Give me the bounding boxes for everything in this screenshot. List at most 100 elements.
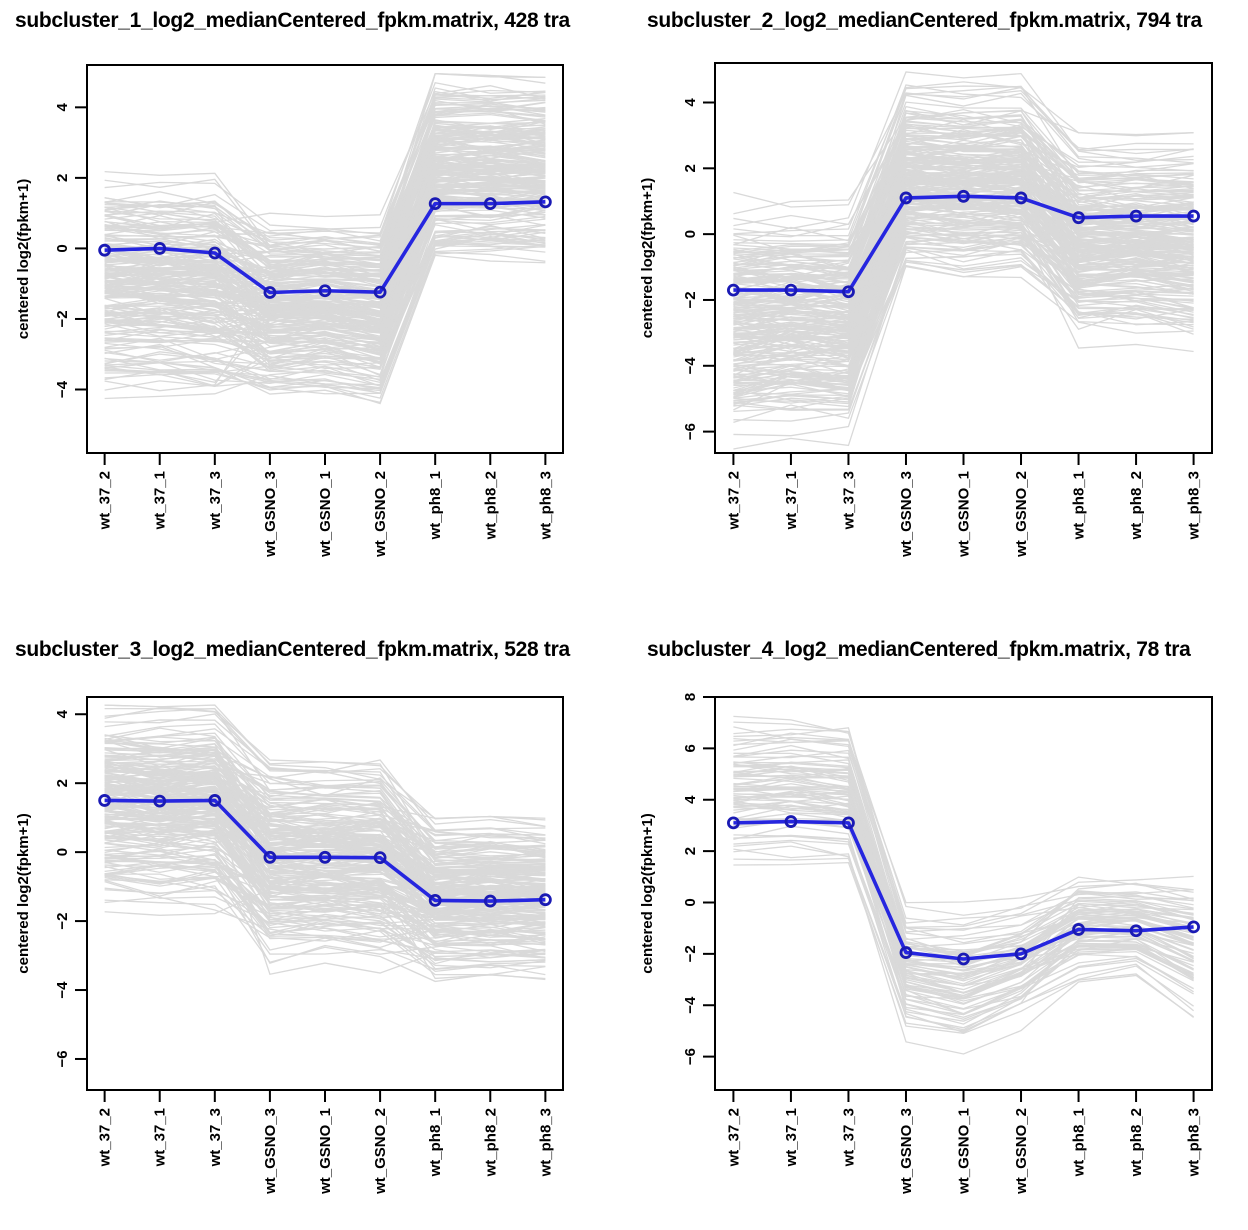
subcluster-4-panel: subcluster_4_log2_medianCentered_fpkm.ma… xyxy=(624,615,1248,1230)
y-tick-label: −6 xyxy=(682,1048,699,1065)
y-tick-label: 4 xyxy=(682,98,699,107)
x-tick-label: wt_ph8_3 xyxy=(537,1108,554,1177)
x-tick-label: wt_37_3 xyxy=(840,471,857,530)
y-tick-label: −4 xyxy=(682,357,699,375)
y-tick-label: 0 xyxy=(54,244,71,252)
median-point-marker xyxy=(373,851,387,865)
median-point-marker xyxy=(1072,211,1085,225)
median-point-marker xyxy=(1129,924,1143,938)
median-point-marker xyxy=(538,195,552,209)
median-point-marker xyxy=(727,283,740,297)
y-tick-label: 6 xyxy=(682,744,699,752)
x-tick-label: wt_GSNO_2 xyxy=(1013,471,1030,558)
median-point-marker xyxy=(153,242,167,255)
x-tick-label: wt_GSNO_3 xyxy=(898,1108,915,1195)
axes: −6 −4 −2 0 2 4 wt_37_2 wt_37_1 wt_37_3 wt_GSNO_3 w… xyxy=(15,696,564,1195)
median-point-marker xyxy=(263,286,277,299)
subcluster-1-plot: −4 −2 0 2 4 wt_37_2 wt_37_1 wt_37_3 wt_GSNO_3 wt_… xyxy=(15,64,564,558)
y-tick-label: 0 xyxy=(54,848,71,856)
y-axis-label: centered log2(fpkm+1) xyxy=(639,178,656,338)
x-tick-label: wt_GSNO_2 xyxy=(1013,1108,1030,1195)
x-tick-label: wt_ph8_2 xyxy=(1128,1108,1145,1177)
x-tick-label: wt_GSNO_1 xyxy=(956,471,973,558)
y-tick-label: 2 xyxy=(54,779,71,787)
median-point-marker xyxy=(1072,923,1085,936)
y-tick-label: −6 xyxy=(682,423,699,440)
median-point-marker xyxy=(428,197,442,211)
x-tick-label: wt_37_3 xyxy=(207,1108,224,1167)
median-line xyxy=(98,794,552,908)
x-tick-label: wt_ph8_2 xyxy=(482,1108,499,1177)
x-tick-label: wt_ph8_3 xyxy=(1186,471,1203,540)
median-point-marker xyxy=(784,283,798,297)
x-tick-label: wt_ph8_3 xyxy=(537,471,554,540)
x-tick-label: wt_37_1 xyxy=(783,471,800,530)
median-point-marker xyxy=(1187,920,1200,934)
median-point-marker xyxy=(1014,947,1028,961)
median-point-marker xyxy=(899,946,913,959)
median-point-marker xyxy=(263,850,277,864)
x-tick-label: wt_GSNO_3 xyxy=(262,1108,279,1195)
y-tick-label: −4 xyxy=(54,380,71,398)
y-tick-label: 0 xyxy=(682,230,699,238)
y-tick-label: 4 xyxy=(682,795,699,804)
subcluster-4-title: subcluster_4_log2_medianCentered_fpkm.ma… xyxy=(647,638,1191,661)
x-tick-label: wt_ph8_1 xyxy=(427,1108,444,1177)
x-tick-label: wt_ph8_1 xyxy=(1071,471,1088,540)
subcluster-2-panel: subcluster_2_log2_medianCentered_fpkm.ma… xyxy=(624,0,1248,615)
axes: −6 −4 −2 0 2 4 6 8 wt_37_2 wt_37_1 wt_37_3 wt_GSNO_… xyxy=(639,693,1213,1195)
median-line xyxy=(727,815,1200,966)
subcluster-4-plot: −6 −4 −2 0 2 4 6 8 wt_37_2 wt_37_1 wt_37_3 wt_GSNO_… xyxy=(639,693,1213,1195)
y-tick-label: 2 xyxy=(682,164,699,172)
subcluster-3-plot: −6 −4 −2 0 2 4 wt_37_2 wt_37_1 wt_37_3 wt_GSNO_3 w… xyxy=(15,696,564,1195)
median-point-marker xyxy=(899,191,913,205)
y-tick-label: 4 xyxy=(54,102,71,111)
x-tick-label: wt_37_2 xyxy=(97,471,114,530)
axes: −6 −4 −2 0 2 4 wt_37_2 wt_37_1 wt_37_3 wt_GSNO_3 w… xyxy=(639,62,1213,558)
y-tick-label: 2 xyxy=(54,174,71,182)
y-tick-label: −2 xyxy=(682,945,699,962)
y-tick-label: 2 xyxy=(682,847,699,855)
median-point-marker xyxy=(727,816,740,830)
median-point-marker xyxy=(98,243,112,257)
transcript-lines xyxy=(104,704,546,983)
x-tick-label: wt_37_3 xyxy=(840,1108,857,1167)
x-tick-label: wt_37_2 xyxy=(725,1108,742,1167)
median-point-marker xyxy=(784,815,798,828)
y-tick-label: −4 xyxy=(54,981,71,999)
axes: −4 −2 0 2 4 wt_37_2 wt_37_1 wt_37_3 wt_GSNO_3 wt_… xyxy=(15,64,564,558)
x-tick-label: wt_GSNO_2 xyxy=(372,1108,389,1195)
median-point-marker xyxy=(208,246,222,260)
median-point-marker xyxy=(208,794,222,807)
subcluster-1-panel: subcluster_1_log2_medianCentered_fpkm.ma… xyxy=(0,0,624,615)
median-point-marker xyxy=(318,850,332,864)
x-tick-label: wt_37_1 xyxy=(152,471,169,530)
x-tick-label: wt_ph8_1 xyxy=(1071,1108,1088,1177)
x-tick-label: wt_ph8_2 xyxy=(482,471,499,540)
x-tick-label: wt_37_2 xyxy=(97,1108,114,1167)
y-tick-label: −6 xyxy=(54,1050,71,1067)
subcluster-1-title: subcluster_1_log2_medianCentered_fpkm.ma… xyxy=(15,9,570,32)
x-tick-label: wt_GSNO_3 xyxy=(898,471,915,558)
median-point-marker xyxy=(842,816,855,830)
median-point-marker xyxy=(318,284,332,298)
x-tick-label: wt_GSNO_1 xyxy=(317,1108,334,1195)
median-point-marker xyxy=(483,894,497,908)
median-line xyxy=(98,195,552,299)
y-axis-label: centered log2(fpkm+1) xyxy=(15,813,32,973)
subcluster-3-panel: subcluster_3_log2_medianCentered_fpkm.ma… xyxy=(0,615,624,1230)
x-tick-label: wt_37_1 xyxy=(783,1108,800,1167)
median-point-marker xyxy=(1014,191,1028,205)
y-tick-label: −2 xyxy=(54,310,71,327)
y-axis-label: centered log2(fpkm+1) xyxy=(639,813,656,973)
subcluster-2-plot: −6 −4 −2 0 2 4 wt_37_2 wt_37_1 wt_37_3 wt_GSNO_3 w… xyxy=(639,62,1213,558)
x-tick-label: wt_GSNO_1 xyxy=(956,1108,973,1195)
median-line xyxy=(727,189,1200,299)
median-point-marker xyxy=(428,893,442,907)
y-axis-label: centered log2(fpkm+1) xyxy=(15,179,32,339)
median-point-marker xyxy=(1187,209,1200,223)
y-tick-label: −2 xyxy=(54,913,71,930)
x-tick-label: wt_GSNO_1 xyxy=(317,471,334,558)
x-tick-label: wt_37_3 xyxy=(207,471,224,530)
